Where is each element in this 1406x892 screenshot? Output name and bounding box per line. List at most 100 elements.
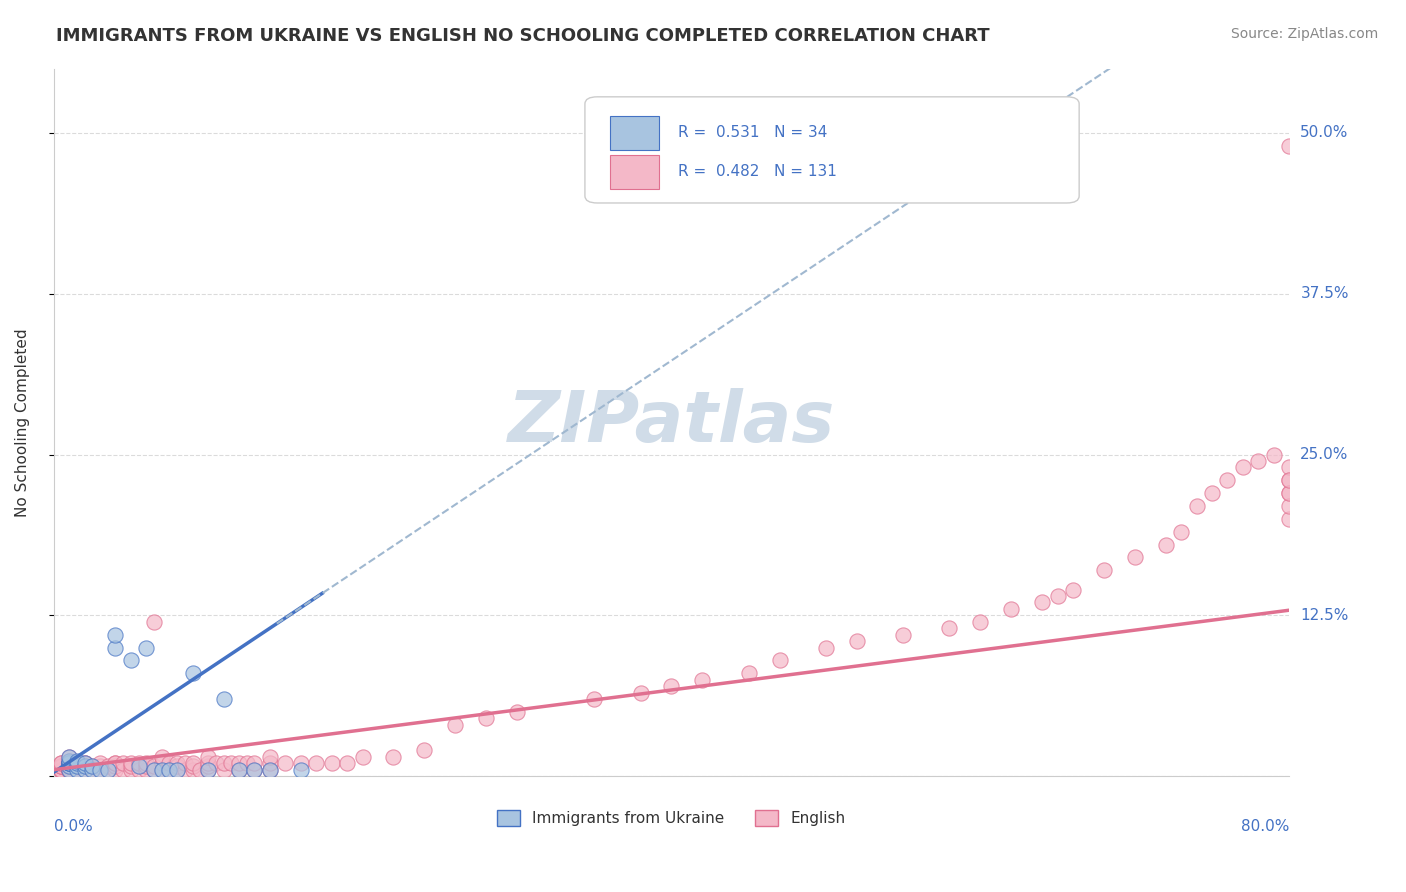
Point xyxy=(51,763,73,777)
Text: 37.5%: 37.5% xyxy=(1301,286,1348,301)
Point xyxy=(1092,563,1115,577)
Point xyxy=(1123,550,1146,565)
Point xyxy=(243,763,266,777)
Point xyxy=(150,756,173,771)
Point xyxy=(259,756,281,771)
Point xyxy=(197,763,219,777)
Point xyxy=(583,692,606,706)
Point xyxy=(58,756,80,771)
FancyBboxPatch shape xyxy=(585,97,1080,203)
Point xyxy=(66,754,89,768)
Point xyxy=(274,756,297,771)
Point xyxy=(73,756,96,771)
Point xyxy=(1278,486,1301,500)
Point xyxy=(58,763,80,777)
Point xyxy=(120,756,142,771)
Point xyxy=(768,653,790,667)
Point xyxy=(228,763,250,777)
Point xyxy=(104,756,127,771)
Point xyxy=(58,754,80,768)
Point xyxy=(1263,448,1285,462)
Point xyxy=(197,763,219,777)
Point xyxy=(73,763,96,777)
Point xyxy=(66,763,89,777)
Point xyxy=(82,759,104,773)
Point xyxy=(197,759,219,773)
Point xyxy=(212,763,235,777)
Point xyxy=(89,759,111,773)
Text: R =  0.531   N = 34: R = 0.531 N = 34 xyxy=(678,125,827,140)
Point xyxy=(1154,538,1177,552)
Point xyxy=(58,756,80,771)
Point xyxy=(159,756,181,771)
Point xyxy=(120,763,142,777)
Point xyxy=(150,763,173,777)
Point xyxy=(58,763,80,777)
Text: 80.0%: 80.0% xyxy=(1241,819,1289,834)
Point xyxy=(891,627,914,641)
Point xyxy=(305,756,328,771)
Point xyxy=(1031,595,1053,609)
Point xyxy=(1216,473,1239,487)
Point xyxy=(1170,524,1192,539)
Point xyxy=(1201,486,1223,500)
Point xyxy=(181,666,204,681)
Point xyxy=(143,759,166,773)
Point xyxy=(290,763,312,777)
Point xyxy=(1278,499,1301,513)
Point xyxy=(51,763,73,777)
Point xyxy=(204,756,226,771)
Point xyxy=(1278,138,1301,153)
Point xyxy=(1046,589,1069,603)
Point xyxy=(51,763,73,777)
Point xyxy=(1278,486,1301,500)
Point xyxy=(89,763,111,777)
Point xyxy=(166,756,188,771)
Point xyxy=(51,763,73,777)
Point xyxy=(938,621,960,635)
Point xyxy=(1185,499,1208,513)
Point xyxy=(228,756,250,771)
Point xyxy=(51,756,73,771)
Point xyxy=(1000,602,1022,616)
Point xyxy=(58,759,80,773)
Point xyxy=(174,763,197,777)
Point xyxy=(1278,473,1301,487)
Point xyxy=(630,685,652,699)
Point xyxy=(66,756,89,771)
Point xyxy=(352,750,374,764)
Point xyxy=(58,756,80,771)
Point xyxy=(104,763,127,777)
Text: 0.0%: 0.0% xyxy=(53,819,93,834)
Point xyxy=(58,750,80,764)
Point xyxy=(259,750,281,764)
Point xyxy=(128,763,150,777)
Point xyxy=(58,759,80,773)
Point xyxy=(290,756,312,771)
Point xyxy=(104,640,127,655)
Point xyxy=(66,759,89,773)
Point xyxy=(66,756,89,771)
Point xyxy=(51,756,73,771)
Point xyxy=(197,750,219,764)
Point xyxy=(58,756,80,771)
Point xyxy=(120,653,142,667)
Point xyxy=(104,756,127,771)
Point xyxy=(128,756,150,771)
Point xyxy=(181,756,204,771)
Point xyxy=(97,763,120,777)
Point xyxy=(104,759,127,773)
Point xyxy=(1247,454,1270,468)
Point xyxy=(58,756,80,771)
Point xyxy=(58,763,80,777)
Point xyxy=(259,763,281,777)
Point xyxy=(212,692,235,706)
Point xyxy=(444,717,467,731)
Point xyxy=(150,763,173,777)
Point xyxy=(66,759,89,773)
Point xyxy=(66,756,89,771)
Point xyxy=(737,666,759,681)
Point xyxy=(51,763,73,777)
Point xyxy=(174,756,197,771)
Point xyxy=(321,756,343,771)
